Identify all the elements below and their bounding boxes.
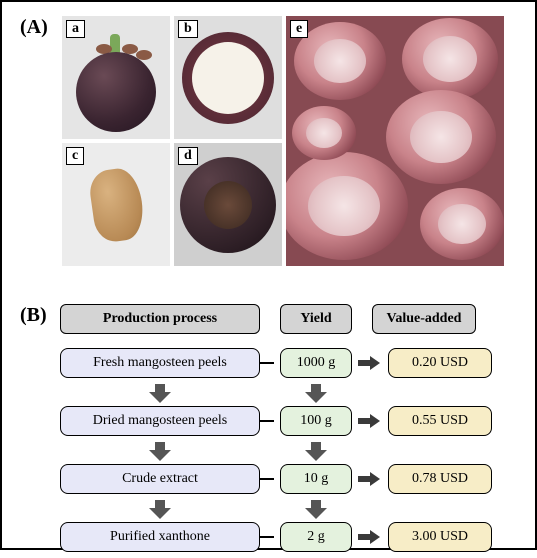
seed-icon [87,166,147,244]
connector-line [260,362,274,364]
photo-c: c [62,143,170,266]
photo-tag-d: d [178,147,198,165]
photo-tag-a: a [66,20,85,38]
figure-frame: (A) (B) a b c d [0,0,537,550]
connector-line [260,478,274,480]
photo-e: e [286,16,504,266]
process-box: Fresh mangosteen peels [60,348,260,378]
arrow-down-icon [148,442,172,462]
whole-fruit-icon [76,52,156,132]
process-box: Dried mangosteen peels [60,406,260,436]
peel-half-icon [420,188,504,260]
photo-tag-c: c [66,147,84,165]
arrow-right-icon [358,531,382,543]
arrow-down-icon [148,384,172,404]
connector-line [260,420,274,422]
fruit-calyx-icon [204,181,252,229]
photo-tag-e: e [290,20,308,38]
fruit-flesh-icon [192,42,264,114]
peel-half-icon [386,90,496,184]
arrow-right-icon [358,473,382,485]
panel-b-flowchart: Production process Yield Value-added Fresh … [60,302,508,558]
arrow-down-icon [304,384,328,404]
yield-box: 2 g [280,522,352,552]
yield-box: 1000 g [280,348,352,378]
panel-b-label: (B) [20,304,47,327]
arrow-down-icon [148,500,172,520]
peel-half-icon [402,18,498,100]
header-process: Production process [60,304,260,334]
value-box: 0.20 USD [388,348,492,378]
arrow-down-icon [304,500,328,520]
value-box: 3.00 USD [388,522,492,552]
peel-half-icon [292,106,356,160]
photo-b: b [174,16,282,139]
yield-box: 10 g [280,464,352,494]
photo-a: a [62,16,170,139]
header-yield: Yield [280,304,352,334]
peel-half-icon [286,152,408,260]
process-box: Purified xanthone [60,522,260,552]
arrow-right-icon [358,415,382,427]
header-value: Value-added [372,304,476,334]
photo-grid: a b c d [62,16,282,266]
value-box: 0.55 USD [388,406,492,436]
photo-d: d [174,143,282,266]
panel-a: a b c d e [62,16,504,266]
arrow-right-icon [358,357,382,369]
process-box: Crude extract [60,464,260,494]
connector-line [260,536,274,538]
photo-tag-b: b [178,20,198,38]
arrow-down-icon [304,442,328,462]
yield-box: 100 g [280,406,352,436]
value-box: 0.78 USD [388,464,492,494]
panel-a-label: (A) [20,16,48,39]
